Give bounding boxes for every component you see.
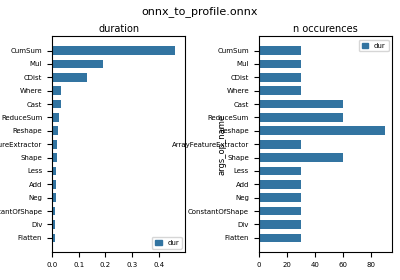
Bar <box>259 207 301 215</box>
Text: args_op_name: args_op_name <box>218 114 226 175</box>
Bar <box>52 73 87 82</box>
Bar <box>259 100 343 108</box>
Bar <box>259 180 301 189</box>
Bar <box>52 86 61 95</box>
Bar <box>52 207 56 215</box>
Bar <box>259 220 301 229</box>
Bar <box>52 140 57 149</box>
Bar <box>52 46 175 55</box>
Title: n occurences: n occurences <box>293 24 358 34</box>
Title: duration: duration <box>98 24 139 34</box>
Bar <box>259 193 301 202</box>
Bar <box>52 113 59 122</box>
Bar <box>52 167 56 175</box>
Legend: dur: dur <box>359 40 388 52</box>
Bar <box>259 140 301 149</box>
Bar <box>259 167 301 175</box>
Bar <box>259 73 301 82</box>
Bar <box>259 234 301 242</box>
Bar <box>52 153 57 162</box>
Bar <box>52 127 58 135</box>
Bar <box>259 86 301 95</box>
Bar <box>52 193 56 202</box>
Bar <box>259 127 385 135</box>
Bar <box>52 220 55 229</box>
Bar <box>52 100 60 108</box>
Bar <box>52 180 56 189</box>
Legend: dur: dur <box>152 237 182 249</box>
Bar <box>259 113 343 122</box>
Bar <box>259 46 301 55</box>
Bar <box>259 60 301 68</box>
Bar <box>259 153 343 162</box>
Bar <box>52 60 103 68</box>
Bar <box>52 234 55 242</box>
Text: onnx_to_profile.onnx: onnx_to_profile.onnx <box>142 6 258 17</box>
